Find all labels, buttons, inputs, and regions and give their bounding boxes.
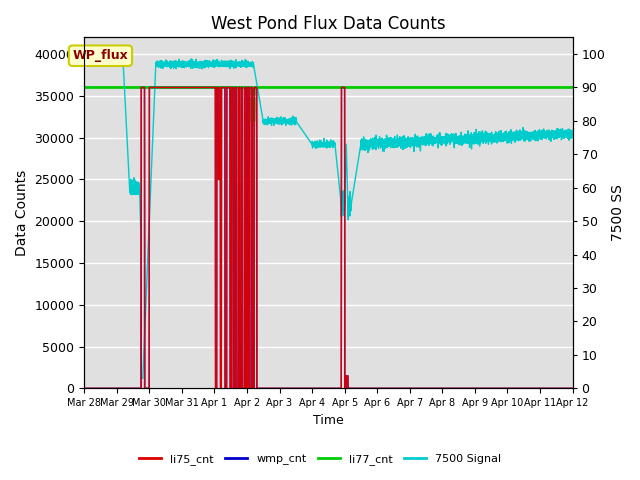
Title: West Pond Flux Data Counts: West Pond Flux Data Counts: [211, 15, 445, 33]
Y-axis label: 7500 SS: 7500 SS: [611, 184, 625, 241]
Y-axis label: Data Counts: Data Counts: [15, 170, 29, 256]
Legend: li75_cnt, wmp_cnt, li77_cnt, 7500 Signal: li75_cnt, wmp_cnt, li77_cnt, 7500 Signal: [135, 450, 505, 469]
Text: WP_flux: WP_flux: [72, 49, 128, 62]
X-axis label: Time: Time: [313, 414, 344, 427]
